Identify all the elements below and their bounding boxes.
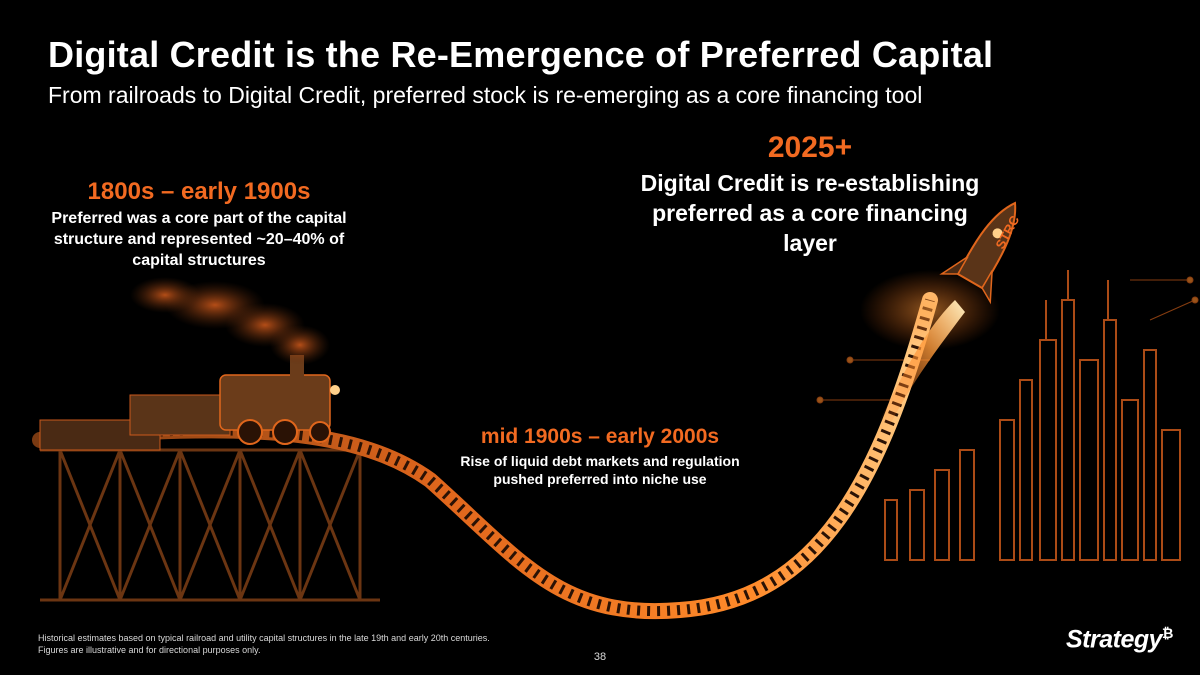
era-future-heading: 2025+ [767,131,853,164]
era-mid-heading: mid 1900s – early 2000s [480,425,720,448]
footnote: Historical estimates based on typical ra… [38,633,490,655]
trestle-bridge [40,448,380,602]
steam-locomotive [39,355,340,451]
era-future: 2025+ Digital Credit is re-establishing … [625,128,995,258]
era-mid: mid 1900s – early 2000s Rise of liquid d… [445,422,755,488]
rocket-flame [880,300,965,425]
steam-smoke [130,277,330,365]
logo-text: Strategy [1066,625,1163,654]
strategy-logo: Strategy₿ [1066,625,1173,654]
rocket-icon [939,201,1017,305]
page-subtitle: From railroads to Digital Credit, prefer… [48,82,923,108]
era-mid-body: Rise of liquid debt markets and regulati… [460,453,740,487]
era-early: 1800s – early 1900s Preferred was a core… [40,176,358,271]
circuit-lines [816,276,1199,404]
era-early-heading: 1800s – early 1900s [87,178,311,205]
era-early-body: Preferred was a core part of the capital… [51,210,347,269]
page-number: 38 [593,651,607,663]
rocket-glow [860,270,1000,350]
bitcoin-icon: ₿ [1162,625,1173,641]
era-future-body: Digital Credit is re-establishing prefer… [640,170,980,256]
page-title: Digital Credit is the Re-Emergence of Pr… [48,34,994,75]
city-skyline [884,270,1181,561]
